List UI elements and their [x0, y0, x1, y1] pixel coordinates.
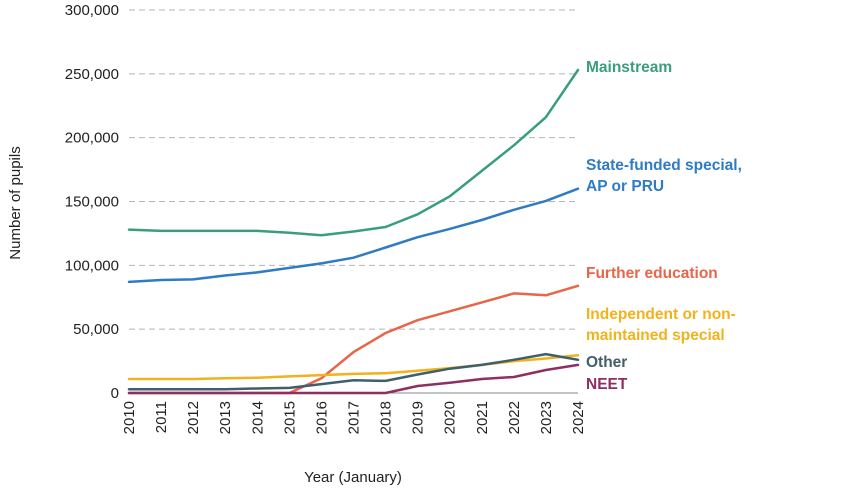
- x-tick-label: 2021: [474, 401, 491, 434]
- series-line-independent-or-non-maintained-special: [127, 354, 580, 381]
- series-label: State-funded special, AP or PRU: [586, 157, 742, 195]
- x-tick-label: 2023: [538, 401, 555, 434]
- x-tick-label: 2011: [153, 401, 170, 433]
- series-line-mainstream: [127, 68, 580, 237]
- series-label: NEET: [586, 376, 628, 393]
- x-tick-label: 2024: [570, 401, 587, 434]
- y-tick-label: 200,000: [65, 130, 119, 147]
- series-label: Further education: [586, 265, 718, 282]
- y-axis-ticks: 0 50,000 100,000 150,000 200,000 250,000 300,0…: [65, 2, 119, 402]
- x-tick-label: 2015: [281, 401, 298, 434]
- x-tick-label: 2017: [346, 401, 363, 434]
- y-axis-title: Number of pupils: [7, 146, 24, 259]
- x-tick-label: 2012: [185, 401, 202, 434]
- series-lines: [127, 68, 580, 395]
- y-tick-label: 50,000: [73, 321, 119, 338]
- series-line-state-funded-special-ap-or-pru: [127, 187, 580, 284]
- x-tick-label: 2010: [121, 401, 138, 434]
- series-label: Independent or non-maintained special: [586, 306, 736, 344]
- series-label: Mainstream: [586, 59, 672, 76]
- y-tick-label: 150,000: [65, 194, 119, 211]
- y-tick-label: 250,000: [65, 66, 119, 83]
- y-tick-label: 100,000: [65, 257, 119, 274]
- series-line-other: [127, 352, 580, 391]
- x-tick-label: 2019: [410, 401, 427, 434]
- x-tick-label: 2014: [249, 401, 266, 434]
- x-tick-label: 2020: [442, 401, 459, 434]
- x-tick-label: 2016: [313, 401, 330, 434]
- series-label: Other: [586, 354, 627, 371]
- x-tick-label: 2022: [506, 401, 523, 434]
- series-labels: Mainstream State-funded special, AP or PRU…: [586, 59, 742, 393]
- y-tick-label: 0: [111, 385, 119, 402]
- x-axis-ticks: 2010 2011 2012 2013 2014 2015 2016 2017 2018 2019…: [121, 401, 587, 434]
- series-line-neet: [127, 363, 580, 395]
- x-tick-label: 2018: [378, 401, 395, 434]
- x-tick-label: 2013: [217, 401, 234, 434]
- y-tick-label: 300,000: [65, 2, 119, 19]
- x-axis-title: Year (January): [304, 469, 402, 486]
- gridlines: [129, 9, 578, 394]
